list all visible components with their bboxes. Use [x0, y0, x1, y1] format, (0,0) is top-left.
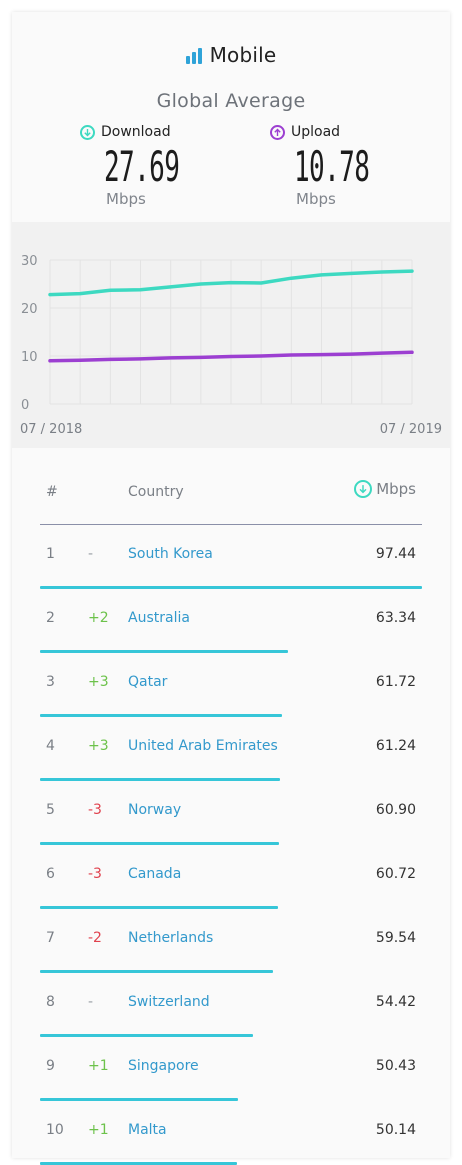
country-link[interactable]: Norway [128, 802, 182, 818]
download-metric: Download 27.69 Mbps [80, 122, 230, 208]
country-link[interactable]: Malta [128, 1122, 167, 1138]
speed-card: Mobile Global Average Download 27.69 Mbp… [12, 12, 450, 1165]
rank-column-header: # [46, 484, 58, 500]
rank-number: 5 [46, 802, 55, 818]
table-row: 5 -3 Norway 60.90 [40, 780, 422, 845]
country-link[interactable]: South Korea [128, 546, 213, 562]
country-link[interactable]: United Arab Emirates [128, 738, 278, 754]
speed-bar [40, 970, 274, 973]
speed-bar [40, 906, 278, 909]
rank-number: 8 [46, 994, 55, 1010]
table-header: # Country Mbps [40, 468, 422, 525]
table-row: 8 - Switzerland 54.42 [40, 972, 422, 1037]
table-row: 6 -3 Canada 60.72 [40, 844, 422, 909]
download-arrow-icon [80, 124, 95, 140]
country-link[interactable]: Canada [128, 866, 182, 882]
country-link[interactable]: Singapore [128, 1058, 199, 1074]
speed-bar [40, 1098, 238, 1101]
rank-change: -3 [88, 802, 102, 818]
rank-number: 9 [46, 1058, 55, 1074]
speed-value: 60.90 [375, 802, 416, 818]
country-link[interactable]: Qatar [128, 674, 168, 690]
speed-bar [40, 842, 279, 845]
rank-number: 2 [46, 610, 55, 626]
country-link[interactable]: Netherlands [128, 930, 214, 946]
upload-value: 10.78 [294, 142, 370, 191]
download-arrow-icon [354, 480, 373, 498]
speed-value: 61.72 [375, 674, 416, 690]
title-row: Mobile [12, 42, 450, 68]
rank-change: +3 [88, 738, 109, 754]
x-end-label: 07 / 2019 [380, 422, 442, 437]
mbps-header-label: Mbps [376, 480, 416, 498]
speed-value: 59.54 [375, 930, 416, 946]
x-start-label: 07 / 2018 [20, 422, 82, 437]
country-link[interactable]: Australia [128, 610, 190, 626]
speed-value: 54.42 [375, 994, 416, 1010]
rank-change: -2 [88, 930, 102, 946]
table-row: 1 - South Korea 97.44 [40, 524, 422, 589]
speed-bar [40, 714, 282, 717]
upload-arrow-icon [270, 124, 285, 140]
speed-value: 63.34 [375, 610, 416, 626]
rank-change: - [88, 994, 94, 1010]
country-column-header: Country [128, 484, 184, 500]
rank-number: 4 [46, 738, 55, 754]
upload-unit: Mbps [296, 190, 336, 208]
y-tick-label: 10 [21, 350, 38, 365]
rank-change: +1 [88, 1122, 109, 1138]
speed-value: 60.72 [375, 866, 416, 882]
table-row: 10 +1 Malta 50.14 [40, 1100, 422, 1165]
download-label: Download [101, 124, 171, 140]
download-value: 27.69 [104, 142, 180, 191]
speed-bar [40, 778, 281, 781]
speed-value: 50.43 [375, 1058, 416, 1074]
y-tick-label: 20 [21, 302, 38, 317]
upload-label: Upload [291, 124, 341, 140]
signal-bars-icon [185, 46, 202, 64]
speed-value: 61.24 [375, 738, 416, 754]
series-line-upload [48, 350, 414, 363]
chart-svg: 0 10 20 30 07 / 2018 07 / 2019 [20, 254, 442, 437]
table-row: 3 +3 Qatar 61.72 [40, 652, 422, 717]
rank-change: -3 [88, 866, 102, 882]
rank-number: 1 [46, 546, 55, 562]
rank-number: 6 [46, 866, 55, 882]
speed-trend-chart: 0 10 20 30 07 / 2018 07 / 2019 [12, 222, 450, 448]
rank-number: 3 [46, 674, 55, 690]
table-row: 7 -2 Netherlands 59.54 [40, 908, 422, 973]
speed-bar [40, 586, 422, 589]
speed-bar [40, 650, 289, 653]
mbps-column-header[interactable]: Mbps [354, 480, 416, 498]
series-line-download [48, 269, 414, 297]
page-title: Mobile [209, 43, 277, 67]
rank-number: 7 [46, 930, 55, 946]
speed-value: 50.14 [375, 1122, 416, 1138]
rank-change: +1 [88, 1058, 109, 1074]
rank-number: 10 [46, 1122, 64, 1138]
card-header: Mobile Global Average Download 27.69 Mbp… [12, 12, 450, 222]
y-tick-label: 0 [21, 398, 29, 413]
upload-metric: Upload 10.78 Mbps [270, 122, 420, 208]
rank-change: +3 [88, 674, 109, 690]
table-row: 2 +2 Australia 63.34 [40, 588, 422, 653]
rank-change: - [88, 546, 94, 562]
country-link[interactable]: Switzerland [128, 994, 210, 1010]
download-unit: Mbps [106, 190, 146, 208]
speed-value: 97.44 [375, 546, 416, 562]
rank-change: +2 [88, 610, 109, 626]
y-tick-label: 30 [21, 254, 38, 269]
table-row: 4 +3 United Arab Emirates 61.24 [40, 716, 422, 781]
speed-bar [40, 1034, 254, 1037]
global-average-heading: Global Average [156, 90, 306, 112]
table-row: 9 +1 Singapore 50.43 [40, 1036, 422, 1101]
